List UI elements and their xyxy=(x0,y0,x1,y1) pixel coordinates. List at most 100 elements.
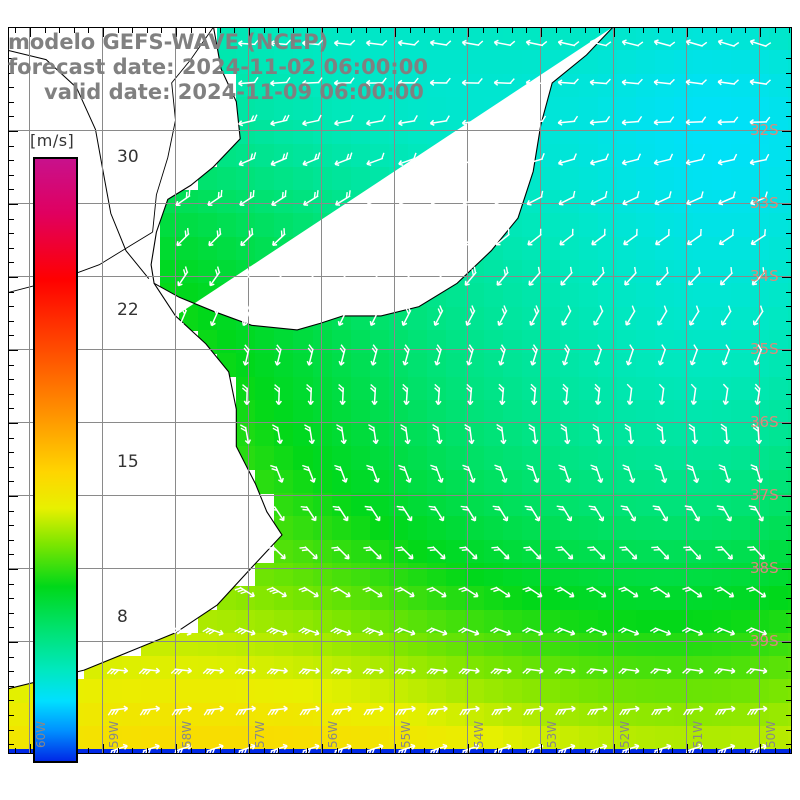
raster-cell xyxy=(769,27,789,52)
raster-cell xyxy=(236,213,257,238)
raster-cell xyxy=(255,166,276,191)
raster-cell xyxy=(731,306,751,331)
raster-cell xyxy=(597,96,618,121)
raster-cell xyxy=(788,73,792,98)
raster-cell xyxy=(312,353,333,378)
raster-cell xyxy=(445,50,466,75)
raster-cell xyxy=(312,399,333,424)
raster-cell xyxy=(769,213,789,238)
raster-cell xyxy=(540,260,561,285)
raster-cell xyxy=(483,399,504,424)
raster-cell xyxy=(407,376,428,401)
raster-cell xyxy=(674,120,694,145)
raster-cell xyxy=(559,283,580,308)
raster-cell xyxy=(693,329,713,354)
raster-cell xyxy=(540,120,561,145)
raster-cell xyxy=(788,376,792,401)
raster-cell xyxy=(407,353,428,378)
raster-cell xyxy=(578,120,599,145)
raster-cell xyxy=(769,190,789,215)
gridline-horizontal xyxy=(8,349,792,350)
raster-cell xyxy=(636,306,656,331)
raster-cell xyxy=(217,213,238,238)
raster-cell xyxy=(712,399,732,424)
gridline-horizontal xyxy=(8,568,792,569)
raster-cell xyxy=(540,283,561,308)
raster-cell xyxy=(274,120,295,145)
raster-cell xyxy=(312,376,333,401)
raster-cell xyxy=(426,73,447,98)
raster-cell xyxy=(559,96,580,121)
raster-cell xyxy=(769,399,789,424)
raster-cell xyxy=(769,120,789,145)
raster-cell xyxy=(388,120,409,145)
raster-cell xyxy=(331,73,352,98)
raster-cell xyxy=(597,353,618,378)
raster-cell xyxy=(312,329,333,354)
raster-cell xyxy=(578,213,599,238)
raster-cell xyxy=(255,423,276,448)
raster-cell xyxy=(693,399,713,424)
raster-cell xyxy=(350,166,371,191)
raster-cell xyxy=(674,190,694,215)
raster-cell xyxy=(616,283,637,308)
raster-cell xyxy=(540,166,561,191)
colorbar-tick-label: 30 xyxy=(117,147,139,167)
raster-cell xyxy=(331,96,352,121)
raster-cell xyxy=(274,399,295,424)
raster-cell xyxy=(597,213,618,238)
raster-cell xyxy=(274,166,295,191)
raster-cell xyxy=(255,329,276,354)
gridline-horizontal xyxy=(8,641,792,642)
raster-cell xyxy=(217,329,238,354)
raster-cell xyxy=(597,283,618,308)
raster-cell xyxy=(693,190,713,215)
raster-cell xyxy=(255,73,276,98)
raster-cell xyxy=(636,423,656,448)
raster-cell xyxy=(464,50,485,75)
raster-cell xyxy=(597,120,618,145)
raster-cell xyxy=(255,143,276,168)
colorbar-tick-label: 15 xyxy=(117,452,139,472)
raster-cell xyxy=(769,73,789,98)
raster-cell xyxy=(674,399,694,424)
raster-cell xyxy=(426,120,447,145)
raster-cell xyxy=(236,73,257,98)
raster-cell xyxy=(731,213,751,238)
raster-cell xyxy=(293,376,314,401)
raster-cell xyxy=(674,96,694,121)
raster-cell xyxy=(350,399,371,424)
raster-cell xyxy=(731,190,751,215)
raster-cell xyxy=(578,166,599,191)
raster-cell xyxy=(655,329,675,354)
raster-cell xyxy=(464,283,485,308)
raster-cell xyxy=(350,353,371,378)
raster-cell xyxy=(502,399,523,424)
raster-cell xyxy=(350,27,371,52)
raster-cell xyxy=(636,399,656,424)
raster-cell xyxy=(369,120,390,145)
raster-cell xyxy=(312,73,333,98)
gridline-vertical xyxy=(394,27,395,754)
raster-cell xyxy=(616,213,637,238)
raster-cell xyxy=(578,96,599,121)
raster-cell xyxy=(578,283,599,308)
raster-cell xyxy=(483,353,504,378)
colorbar-tick-label: 8 xyxy=(117,607,128,627)
raster-cell xyxy=(769,260,789,285)
raster-cell xyxy=(788,50,792,75)
raster-cell xyxy=(388,353,409,378)
raster-cell xyxy=(693,283,713,308)
raster-cell xyxy=(559,399,580,424)
gridline-horizontal xyxy=(8,130,792,131)
raster-cell xyxy=(636,120,656,145)
raster-cell xyxy=(255,120,276,145)
raster-cell xyxy=(674,329,694,354)
raster-cell xyxy=(712,166,732,191)
raster-cell xyxy=(788,166,792,191)
raster-cell xyxy=(559,120,580,145)
raster-cell xyxy=(693,73,713,98)
raster-cell xyxy=(769,329,789,354)
raster-cell xyxy=(198,213,219,238)
gridline-vertical xyxy=(686,27,687,754)
